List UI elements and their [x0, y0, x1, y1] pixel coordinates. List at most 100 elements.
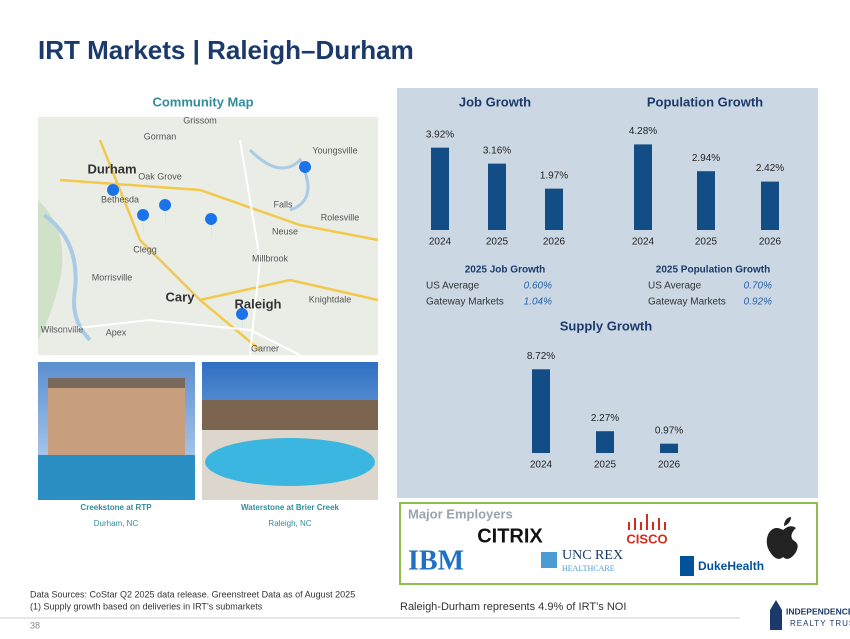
- photo: [38, 362, 195, 500]
- photo-pool: [38, 455, 195, 500]
- stats-label: Gateway Markets: [648, 297, 726, 308]
- map-label: Neuse: [272, 226, 298, 236]
- map-pins: [107, 161, 312, 338]
- employers-box: [399, 502, 818, 585]
- chart-title: Population Growth: [647, 94, 763, 109]
- bar: [532, 369, 550, 453]
- map-label: Durham: [87, 161, 136, 176]
- slide-title: IRT Markets | Raleigh–Durham: [38, 35, 414, 65]
- x-tick-label: 2026: [658, 460, 681, 471]
- photo-location: Durham, NC: [94, 519, 139, 528]
- map-label: Youngsville: [312, 145, 357, 155]
- x-tick-label: 2024: [632, 237, 655, 248]
- map-label: Oak Grove: [138, 171, 182, 181]
- photo-building: [48, 385, 185, 455]
- logo-bar: [652, 522, 654, 530]
- brand-icon: [770, 600, 782, 630]
- photo-building: [202, 400, 378, 430]
- x-tick-label: 2026: [543, 237, 566, 248]
- map-label: Apex: [106, 327, 127, 337]
- charts: Job Growth 3.92% 2024 3.16% 2025 1.97% 2026 Pop…: [426, 94, 784, 470]
- bar: [660, 443, 678, 453]
- map-label: Rolesville: [321, 212, 360, 222]
- bar: [488, 163, 506, 230]
- photo-roof: [48, 378, 185, 388]
- stats-label: Gateway Markets: [426, 297, 504, 308]
- stats-title: 2025 Job Growth: [465, 265, 546, 276]
- value-label: 8.72%: [527, 351, 555, 362]
- value-label: 3.92%: [426, 129, 454, 140]
- map-label: Garner: [251, 343, 279, 353]
- logo: HEALTHCARE: [562, 564, 615, 573]
- bar: [596, 431, 614, 453]
- logo-bar: [634, 518, 636, 530]
- brand: REALTY TRUST: [790, 619, 850, 628]
- map-title: Community Map: [152, 94, 253, 109]
- map-label: Falls: [273, 199, 293, 209]
- value-label: 2.27%: [591, 413, 619, 424]
- footnote: Data Sources: CoStar Q2 2025 data releas…: [30, 589, 355, 599]
- brand: INDEPENDENCE: [786, 606, 850, 616]
- x-tick-label: 2025: [695, 237, 718, 248]
- noi-note: Raleigh-Durham represents 4.9% of IRT’s …: [400, 601, 626, 613]
- map-road: [239, 139, 262, 356]
- pin: [107, 184, 120, 214]
- logo: DukeHealth: [698, 559, 764, 573]
- map-water: [42, 213, 92, 342]
- logo-apple: [766, 517, 798, 559]
- map-water: [248, 148, 310, 212]
- map-label: Millbrook: [252, 253, 289, 263]
- stats-label: US Average: [426, 281, 480, 292]
- chart-title: Supply Growth: [560, 318, 653, 333]
- value-label: 2.42%: [756, 163, 784, 174]
- map-road: [199, 278, 379, 302]
- stats-value: 0.60%: [524, 281, 552, 292]
- map-label: Bethesda: [101, 194, 139, 204]
- logo-bar: [640, 522, 642, 530]
- bar: [545, 188, 563, 230]
- x-tick-label: 2024: [530, 460, 553, 471]
- value-label: 3.16%: [483, 145, 511, 156]
- map-background: [38, 117, 378, 355]
- logo-bar: [658, 518, 660, 530]
- stats-value: 1.04%: [524, 297, 552, 308]
- photo-pool: [205, 438, 375, 486]
- map-green: [38, 200, 63, 340]
- pin: [137, 209, 150, 239]
- map-label: Knightdale: [309, 294, 352, 304]
- map-label: Gorman: [144, 131, 177, 141]
- value-label: 2.94%: [692, 153, 720, 164]
- bar: [697, 171, 715, 230]
- logo-bar: [628, 522, 630, 530]
- bar: [761, 181, 779, 230]
- x-tick-label: 2025: [594, 460, 617, 471]
- logo: UNC REX: [562, 548, 623, 563]
- pin: [205, 213, 218, 243]
- map-label: Wilsonville: [41, 324, 84, 334]
- map-label: Clegg: [133, 244, 157, 254]
- photo-caption: Waterstone at Brier Creek: [241, 503, 340, 512]
- x-tick-label: 2024: [429, 237, 452, 248]
- logo: CISCO: [626, 531, 667, 546]
- map-label: Morrisville: [92, 272, 133, 282]
- pin: [236, 308, 249, 338]
- photo-location: Raleigh, NC: [268, 519, 311, 528]
- map-road: [98, 139, 261, 351]
- employers-title: Major Employers: [408, 506, 513, 521]
- stats-label: US Average: [648, 281, 702, 292]
- value-label: 4.28%: [629, 126, 657, 137]
- photo: [202, 362, 378, 500]
- photo-caption: Creekstone at RTP: [80, 503, 152, 512]
- logo: CITRIX: [477, 525, 543, 547]
- value-label: 0.97%: [655, 425, 683, 436]
- stats-value: 0.70%: [744, 281, 772, 292]
- pin: [159, 199, 172, 229]
- x-tick-label: 2026: [759, 237, 782, 248]
- pin: [299, 161, 312, 191]
- logo-icon: [541, 552, 557, 568]
- logo: IBM: [408, 545, 464, 576]
- logo-bar: [646, 514, 648, 530]
- map-label: Grissom: [183, 115, 217, 125]
- logo-bar: [664, 522, 666, 530]
